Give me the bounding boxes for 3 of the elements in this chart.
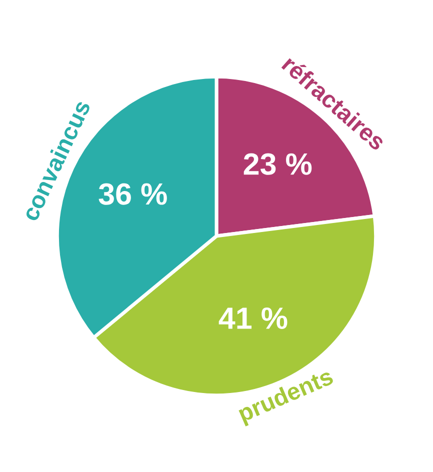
data-label: 23 % <box>244 153 312 175</box>
data-label: 41 % <box>218 307 288 329</box>
data-label: 36 % <box>98 183 167 205</box>
